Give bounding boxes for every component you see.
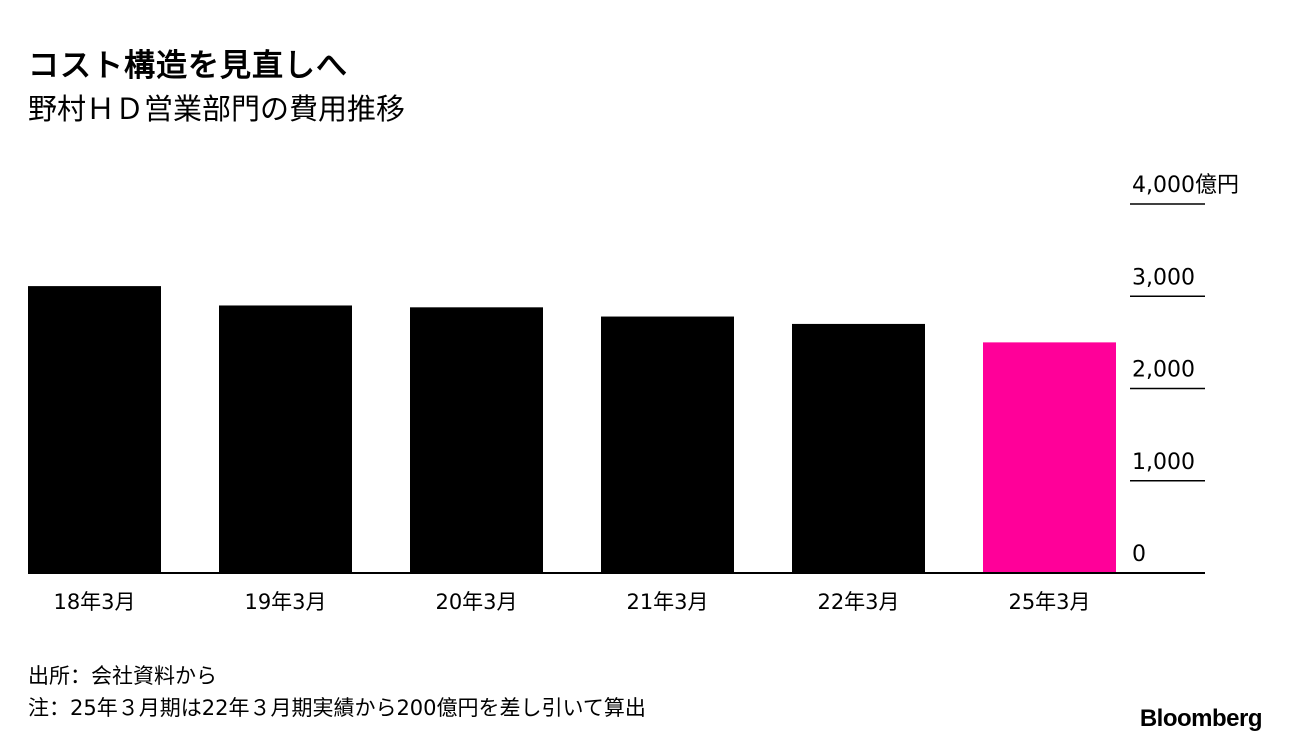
bar-19年3月 (219, 305, 352, 573)
footnote: 注：25年３月期は22年３月期実績から200億円を差し引いて算出 (28, 696, 646, 720)
x-tick-label: 22年3月 (817, 590, 899, 614)
y-tick-label: 2,000 (1132, 358, 1195, 383)
chart-title: コスト構造を見直しへ (28, 48, 348, 84)
x-tick-label: 19年3月 (244, 590, 326, 614)
source-note: 出所：会社資料から (28, 664, 217, 688)
chart-subtitle: 野村ＨＤ営業部門の費用推移 (28, 92, 406, 126)
x-tick-label: 20年3月 (435, 590, 517, 614)
bar-18年3月 (28, 286, 161, 573)
bloomberg-logo: Bloomberg (1139, 705, 1263, 732)
bar-22年3月 (792, 323, 925, 573)
y-tick-label: 0 (1132, 542, 1146, 567)
y-tick-label: 1,000 (1132, 450, 1195, 475)
x-tick-label: 21年3月 (626, 590, 708, 614)
x-tick-label: 18年3月 (53, 590, 135, 614)
y-tick-label: 3,000 (1132, 265, 1195, 290)
bar-21年3月 (601, 316, 734, 573)
bar-25年3月 (983, 342, 1116, 573)
y-tick-label: 4,000億円 (1132, 173, 1239, 198)
x-tick-label: 25年3月 (1008, 590, 1090, 614)
bar-20年3月 (410, 307, 543, 573)
